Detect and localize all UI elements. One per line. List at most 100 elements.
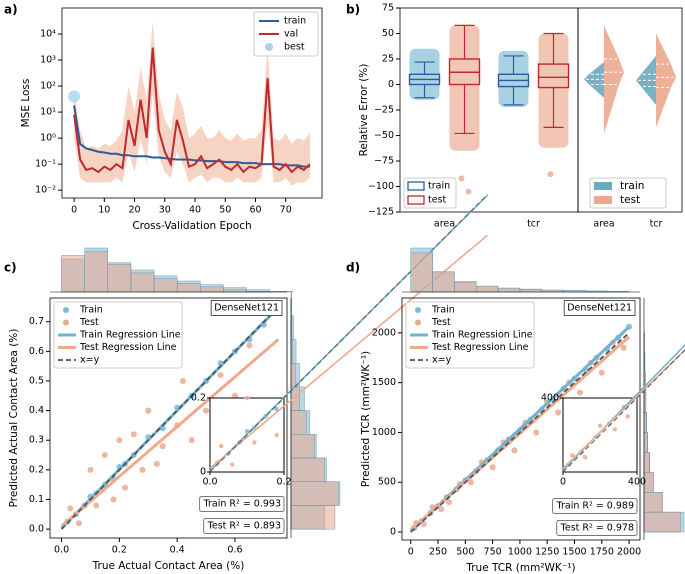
x-tick-label: 30 <box>159 205 171 216</box>
x-tick-label: 50 <box>219 205 231 216</box>
histogram-bar <box>130 272 155 293</box>
y-tick-label: 0 <box>388 79 394 90</box>
y-tick-label: 2000 <box>372 327 396 338</box>
scatter-point <box>144 407 152 414</box>
y-tick-label: 0.7 <box>29 316 44 327</box>
scatter-point <box>532 429 540 436</box>
y-axis-label: MSE Loss <box>20 79 32 128</box>
axes-frame <box>61 7 323 199</box>
half-violin <box>656 33 676 128</box>
histogram-bar <box>454 281 477 293</box>
regression-line <box>562 348 685 469</box>
legend-label: train <box>620 180 644 192</box>
legend-label: test <box>428 195 447 206</box>
x-tick-label: 250 <box>429 547 447 558</box>
scatter-point <box>569 452 575 458</box>
x-tick-label: 0.2 <box>112 545 127 556</box>
y-tick-label: 10⁰ <box>40 133 56 144</box>
x-axis-label: True TCR (mm²WK⁻¹) <box>465 562 575 574</box>
annotation-box <box>563 300 636 316</box>
x-tick-label: 1500 <box>562 547 586 558</box>
legend-label: train <box>428 181 450 192</box>
annotation-box <box>210 300 283 316</box>
y-tick-label: 0.4 <box>29 405 44 416</box>
legend-marker <box>415 307 421 313</box>
histogram-bar <box>153 278 178 293</box>
error-band <box>74 21 310 186</box>
legend-marker <box>594 182 612 190</box>
legend-label: Train Regression Line <box>79 330 181 341</box>
y-tick-label: 1000 <box>372 427 396 438</box>
y-axis-label: Predicted Actual Contact Area (%) <box>8 329 20 508</box>
scatter-point <box>251 439 258 446</box>
histogram-bar <box>643 452 650 473</box>
half-violin <box>584 62 604 98</box>
histogram-bar <box>643 491 664 513</box>
scatter-point <box>139 466 146 474</box>
legend-label: Test <box>431 317 451 328</box>
scatter-point <box>598 369 606 377</box>
y-tick-label: 0.3 <box>29 435 44 446</box>
histogram-bar <box>497 287 521 293</box>
legend-label: best <box>284 42 305 53</box>
scatter-point <box>115 436 123 444</box>
scatter-point <box>274 432 280 438</box>
scatter-point <box>87 466 94 474</box>
regression-line <box>60 306 279 530</box>
y-tick-label: 0.1 <box>29 494 44 505</box>
scatter-point <box>229 462 235 468</box>
axes-frame <box>49 297 288 539</box>
y-tick-label: 10⁻² <box>35 185 56 196</box>
histogram-bar <box>84 251 109 293</box>
scatter-point <box>576 389 584 397</box>
legend-label: Test Regression Line <box>79 342 177 353</box>
y-tick-label: −75 <box>374 156 394 167</box>
y-tick-label: 0.2 <box>29 464 44 475</box>
r2-label: Train R² = 0.989 <box>556 501 634 512</box>
legend-label: val <box>284 29 298 40</box>
y-tick-label: 10² <box>40 81 56 92</box>
legend-label: Train <box>79 305 103 316</box>
y-axis-label: Predicted TCR (mm²WK⁻¹) <box>360 351 372 487</box>
scatter-point <box>130 430 138 438</box>
legend-label: train <box>284 16 306 27</box>
legend-marker <box>63 319 69 326</box>
x-tick-label: 1000 <box>508 547 532 558</box>
regression-line <box>410 332 630 533</box>
scatter-point <box>92 502 100 509</box>
regression-line <box>562 343 685 471</box>
inset-y-tick-label: 0.2 <box>191 393 206 404</box>
histogram-bar <box>290 481 339 506</box>
histogram-bar <box>476 285 499 293</box>
legend-marker <box>407 195 425 205</box>
x-tick-label: 0 <box>71 205 77 216</box>
scatter-point <box>121 484 129 492</box>
axes-frame <box>401 297 641 541</box>
histogram-bar <box>290 505 336 530</box>
scatter-point <box>179 377 187 385</box>
x-tick-label: tcr <box>650 219 663 230</box>
scatter-point <box>153 460 161 468</box>
scatter-point <box>625 413 631 420</box>
y-tick-label: 0.5 <box>29 375 44 386</box>
histogram-bar <box>107 263 132 293</box>
legend-marker <box>63 307 69 313</box>
histogram-bar <box>290 362 296 388</box>
y-tick-label: 0 <box>390 527 396 538</box>
y-tick-label: 10⁴ <box>40 29 56 40</box>
y-tick-label: 1500 <box>372 377 396 388</box>
legend-marker <box>594 196 612 204</box>
x-tick-label: 0.4 <box>170 545 185 556</box>
x-tick-label: 0 <box>408 547 414 558</box>
legend-marker <box>415 319 421 326</box>
y-tick-label: −50 <box>374 130 394 141</box>
x-tick-label: 1250 <box>535 547 559 558</box>
inset-y-tick-label: 400 <box>541 393 559 404</box>
y-tick-label: 10¹ <box>40 107 56 118</box>
y-tick-label: −25 <box>374 105 394 116</box>
legend-marker <box>265 43 273 51</box>
y-tick-label: 0.6 <box>29 346 44 357</box>
histogram-bar <box>432 271 455 293</box>
panel-label: c) <box>4 261 17 275</box>
r2-label: Test R² = 0.893 <box>207 521 281 532</box>
